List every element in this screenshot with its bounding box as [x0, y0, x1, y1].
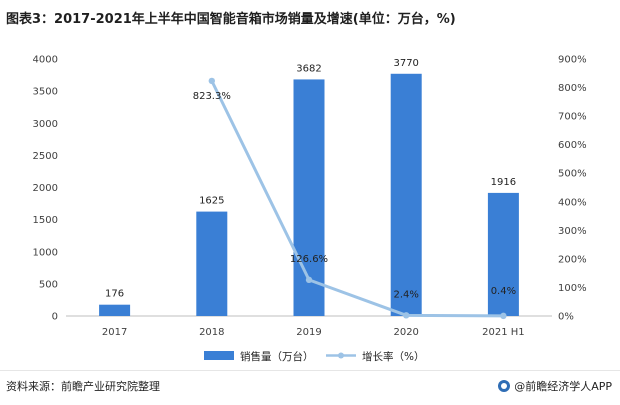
left-axis-tick: 500: [39, 279, 58, 290]
left-axis-tick: 1500: [33, 215, 58, 226]
right-axis-tick: 200%: [558, 254, 587, 265]
line-point: [500, 312, 507, 320]
bar-value-label: 1916: [491, 177, 516, 188]
right-axis-tick: 100%: [558, 283, 587, 294]
growth-rate-line: [210, 80, 504, 318]
x-axis-tick: 2018: [199, 327, 224, 338]
chart-title: 图表3：2017-2021年上半年中国智能音箱市场销量及增速(单位：万台，%): [6, 12, 456, 27]
line-value-label: 2.4%: [393, 289, 418, 300]
bar: [487, 192, 519, 316]
left-axis-tick: 2000: [33, 183, 58, 194]
legend-bar-label: 销售量（万台）: [240, 350, 314, 363]
legend-line-label: 增长率（%）: [362, 350, 424, 363]
legend: 销售量（万台） 增长率（%）: [204, 350, 424, 363]
right-axis-tick: 0%: [558, 312, 574, 323]
right-axis-tick: 800%: [558, 83, 587, 94]
bar-value-label: 176: [105, 289, 124, 300]
bar-value-label: 3682: [296, 63, 321, 74]
left-axis-tick: 2500: [33, 151, 58, 162]
x-axis-tick: 2019: [296, 327, 321, 338]
brand-logo-icon: [498, 380, 511, 392]
line-point: [403, 312, 410, 319]
x-axis-tick: 2021 H1: [482, 327, 525, 338]
line-series: [208, 77, 507, 320]
line-value-label: 0.4%: [491, 286, 516, 297]
left-axis-tick: 0: [52, 312, 58, 323]
line-point: [208, 77, 215, 85]
legend-line-marker: [338, 352, 344, 359]
line-value-label: 126.6%: [290, 254, 328, 265]
bar: [99, 304, 131, 316]
brand-credit: @前瞻经济学人APP: [498, 378, 612, 394]
x-axis-tick: 2017: [102, 327, 127, 338]
left-axis-tick: 3000: [33, 119, 58, 130]
right-axis-tick: 400%: [558, 197, 587, 208]
brand-label: @前瞻经济学人APP: [514, 380, 612, 393]
left-axis-tick: 1000: [33, 247, 58, 258]
data-labels: 176 1625 3682 3770 1916 823.3% 126.6% 2.4% 0.4%: [105, 58, 516, 301]
line-point: [305, 276, 313, 284]
source-note: 资料来源：前瞻产业研究院整理: [6, 380, 160, 393]
bar-value-label: 1625: [199, 196, 224, 207]
bar: [390, 73, 422, 316]
right-axis-tick: 600%: [558, 140, 587, 151]
bar-series: [99, 73, 519, 316]
bar: [196, 211, 228, 316]
footer-divider: [0, 370, 620, 371]
right-axis-tick: 300%: [558, 226, 587, 237]
left-axis-tick: 3500: [33, 87, 58, 98]
right-axis-tick: 900%: [558, 55, 587, 66]
line-value-label: 823.3%: [193, 91, 231, 102]
left-axis-tick: 4000: [33, 55, 58, 66]
bar-value-label: 3770: [393, 58, 418, 69]
legend-bar-swatch: [204, 351, 234, 360]
right-axis-tick: 700%: [558, 112, 587, 123]
right-axis-tick: 500%: [558, 169, 587, 180]
x-axis-tick: 2020: [393, 327, 418, 338]
